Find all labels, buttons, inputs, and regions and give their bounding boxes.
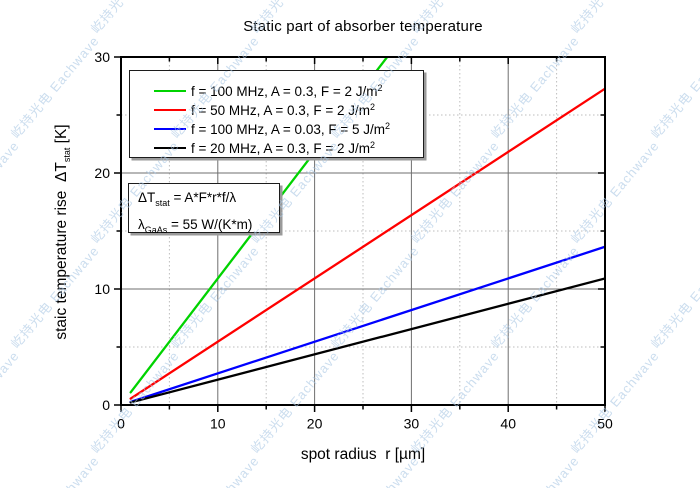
legend-swatch-green	[154, 89, 186, 92]
series-line-black	[129, 277, 605, 404]
x-tick-label: 40	[500, 415, 516, 431]
legend-label: f = 100 MHz, A = 0.03, F = 5 J/m2	[191, 120, 390, 137]
superscript: 2	[369, 139, 375, 150]
subscript: stat	[155, 198, 170, 208]
legend-item: f = 100 MHz, A = 0.3, F = 2 J/m2	[130, 81, 423, 100]
legend-swatch-black	[154, 146, 186, 149]
legend-swatch-blue	[154, 127, 186, 130]
annotation-line: λGaAs = 55 W/(K*m)	[138, 217, 253, 235]
annotation-line: ΔTstat = A*F*r*f/λ	[138, 190, 237, 208]
y-tick-label: 0	[102, 397, 110, 413]
y-tick-label: 30	[94, 49, 110, 65]
legend-label: f = 50 MHz, A = 0.3, F = 2 J/m2	[191, 101, 375, 118]
y-tick-label: 10	[94, 281, 110, 297]
superscript: 2	[384, 120, 390, 131]
x-tick-label: 0	[117, 415, 125, 431]
annotation-box: ΔTstat = A*F*r*f/λ λGaAs = 55 W/(K*m)	[128, 183, 280, 235]
legend-swatch-red	[154, 108, 186, 111]
chart-title: Static part of absorber temperature	[243, 18, 483, 35]
legend-label: f = 100 MHz, A = 0.3, F = 2 J/m2	[191, 82, 383, 99]
x-tick-label: 50	[597, 415, 613, 431]
legend-label: f = 20 MHz, A = 0.3, F = 2 J/m2	[191, 139, 375, 156]
subscript: GaAs	[144, 225, 168, 235]
x-axis-label: spot radius r [µm]	[300, 446, 426, 463]
y-tick-label: 20	[94, 165, 110, 181]
legend-item: f = 50 MHz, A = 0.3, F = 2 J/m2	[130, 100, 423, 119]
superscript: 2	[369, 101, 375, 112]
legend-item: f = 20 MHz, A = 0.3, F = 2 J/m2	[130, 138, 423, 157]
x-tick-label: 20	[307, 415, 323, 431]
plot-frame	[120, 56, 606, 406]
series-line-red	[129, 87, 605, 400]
x-tick-label: 10	[210, 415, 226, 431]
series-line-blue	[129, 245, 605, 404]
legend-item: f = 100 MHz, A = 0.03, F = 5 J/m2	[130, 119, 423, 138]
superscript: 2	[377, 82, 383, 93]
x-tick-label: 30	[404, 415, 420, 431]
legend: f = 100 MHz, A = 0.3, F = 2 J/m2 f = 50 M…	[129, 70, 424, 158]
